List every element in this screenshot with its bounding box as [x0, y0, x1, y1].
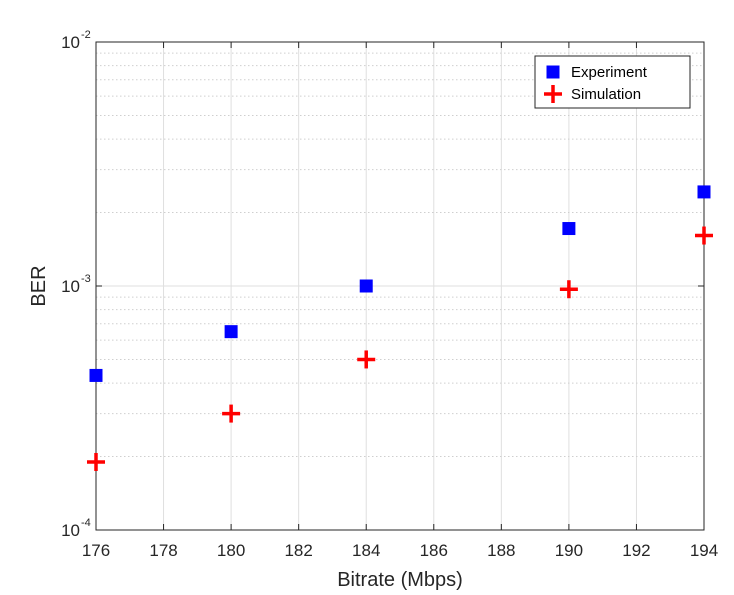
y-tick-exponent: -4: [81, 517, 91, 529]
series-simulation: [87, 226, 713, 471]
data-point: [89, 368, 103, 382]
series-experiment: [89, 185, 711, 382]
data-point: [222, 404, 241, 423]
y-axis-label: BER: [28, 265, 50, 306]
y-tick-label: 10: [61, 33, 80, 52]
y-tick-exponent: -2: [81, 29, 91, 41]
axis-ticks: 176 178 180 182 184 186 188 190 192 19410-410-310…: [61, 29, 718, 560]
x-tick-label: 176: [82, 541, 110, 560]
data-point: [357, 350, 376, 369]
y-tick-label: 10: [61, 521, 80, 540]
legend: Experiment Simulation: [534, 55, 691, 109]
x-tick-label: 182: [284, 541, 312, 560]
data-point: [695, 226, 713, 245]
legend-label-experiment: Experiment: [571, 64, 648, 81]
data-point: [224, 325, 238, 339]
series-group: [87, 185, 713, 471]
y-tick-label: 10: [61, 277, 80, 296]
legend-marker-simulation: [544, 85, 562, 103]
x-tick-label: 178: [149, 541, 177, 560]
data-point: [87, 452, 105, 471]
x-tick-label: 190: [555, 541, 583, 560]
legend-marker-experiment: [546, 65, 560, 79]
data-point: [697, 185, 711, 199]
x-tick-label: 192: [622, 541, 650, 560]
x-tick-label: 180: [217, 541, 245, 560]
x-tick-label: 184: [352, 541, 380, 560]
legend-box: [534, 55, 691, 109]
x-tick-label: 188: [487, 541, 515, 560]
legend-label-simulation: Simulation: [571, 86, 641, 103]
data-point: [559, 280, 578, 299]
data-point: [562, 222, 576, 236]
x-axis-label: Bitrate (Mbps): [337, 569, 463, 591]
grid: [96, 42, 704, 530]
data-point: [359, 279, 373, 293]
x-tick-label: 194: [690, 541, 718, 560]
y-tick-exponent: -3: [81, 273, 91, 285]
x-tick-label: 186: [420, 541, 448, 560]
